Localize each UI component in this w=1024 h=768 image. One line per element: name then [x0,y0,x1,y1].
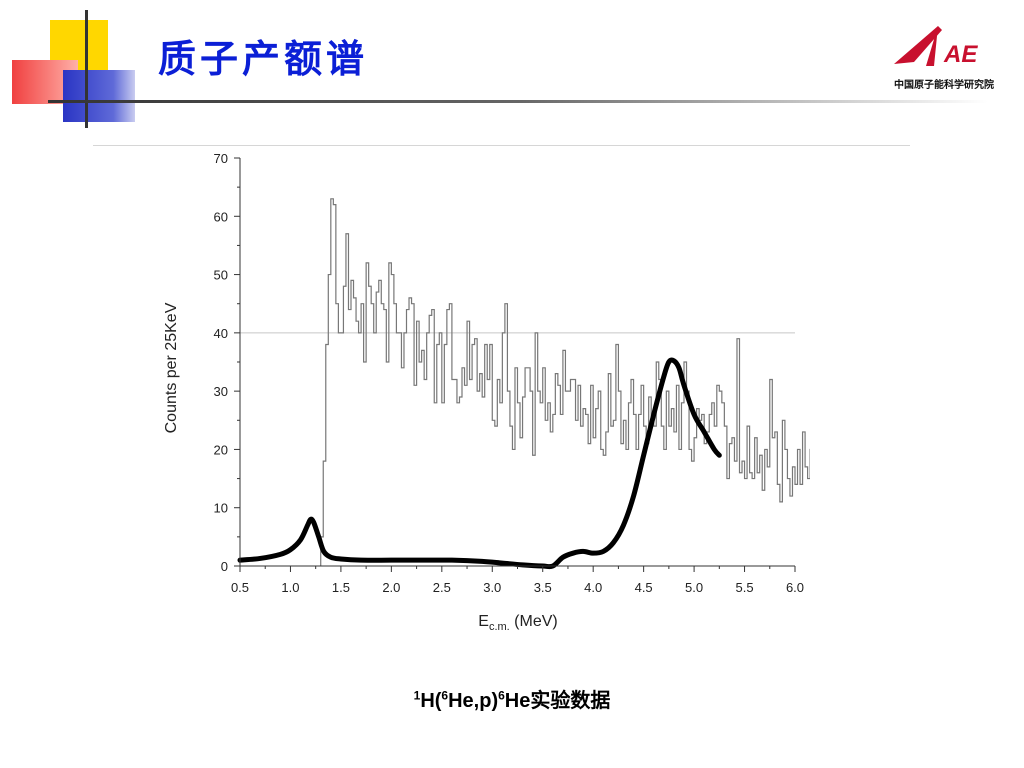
separator-line [93,145,910,146]
y-tick-label: 60 [214,209,228,224]
x-axis-label-main: E [478,613,489,630]
deco-blue-block [63,70,135,122]
x-axis-label-unit: (MeV) [514,613,558,630]
x-axis-label-sub: c.m. [489,621,510,633]
x-tick-label: 1.5 [332,580,350,595]
fit-curve-series [237,357,722,570]
x-tick-label: 4.0 [584,580,602,595]
deco-horizontal-line [48,100,988,103]
page-title: 质子产额谱 [158,36,369,81]
x-tick-label: 2.5 [433,580,451,595]
x-tick-label: 1.0 [281,580,299,595]
histogram-series [320,198,810,567]
y-tick-label: 20 [214,442,228,457]
figure-caption: 1H(6He,p)6He实验数据 [413,688,611,712]
svg-text:AE: AE [943,41,978,68]
y-tick-label: 0 [221,559,228,574]
institution-logo: AE 中国原子能科学研究院 [886,14,1002,98]
y-axis-label: Counts per 25KeV [163,302,180,433]
x-tick-label: 3.0 [483,580,501,595]
x-tick-label: 5.5 [736,580,754,595]
y-tick-label: 50 [214,268,228,283]
x-tick-label: 5.0 [685,580,703,595]
x-tick-label: 0.5 [231,580,249,595]
y-tick-label: 10 [214,501,228,516]
proton-yield-chart: 0.5 1.0 1.5 2.0 2.5 3.0 3.5 4.0 4.5 5.0 5.5 6.0 0 10 2… [163,151,810,633]
x-tick-label: 2.0 [382,580,400,595]
y-tick-label: 70 [214,151,228,166]
x-tick-label: 3.5 [534,580,552,595]
y-tick-label: 40 [214,326,228,341]
deco-vertical-line [85,10,88,128]
y-tick-label: 30 [214,384,228,399]
x-tick-label: 6.0 [786,580,804,595]
x-tick-label: 4.5 [635,580,653,595]
x-axis-label: Ec.m. (MeV) [478,613,557,633]
logo-text: 中国原子能科学研究院 [894,80,994,91]
